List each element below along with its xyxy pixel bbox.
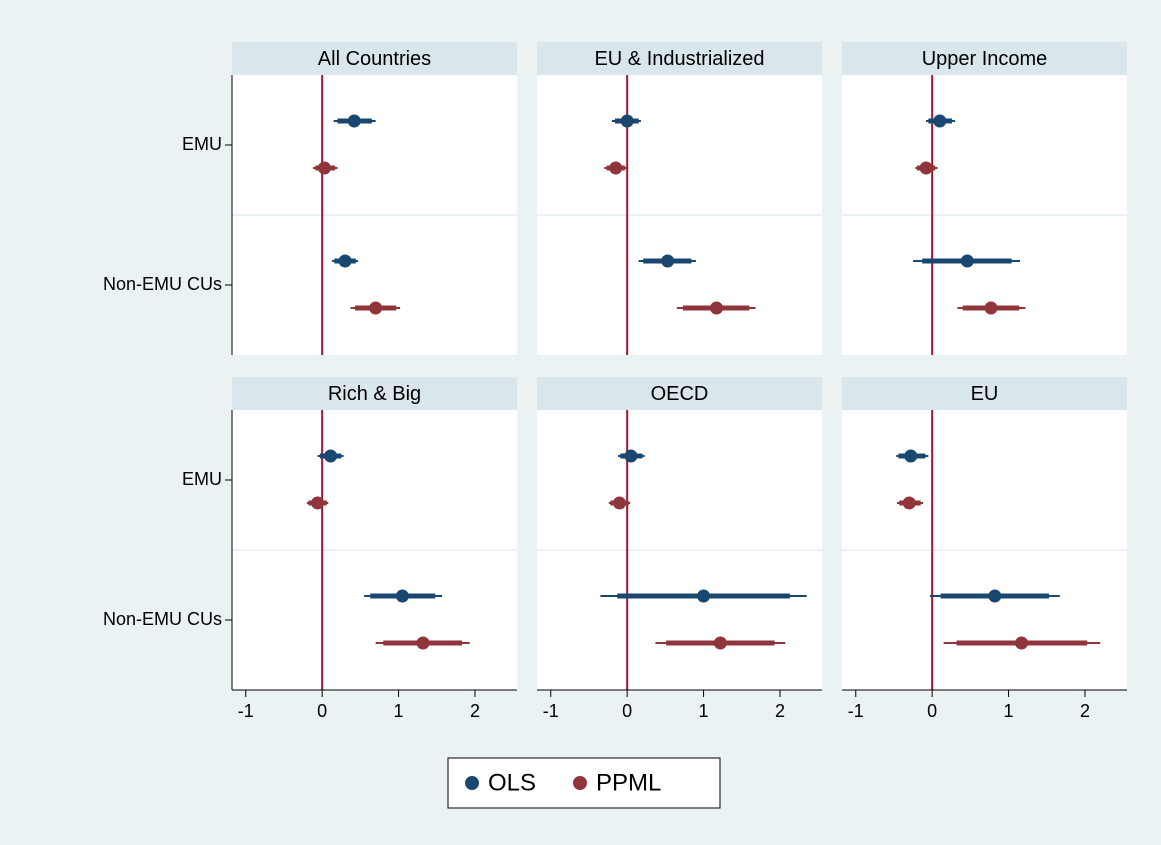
point-estimate — [324, 449, 338, 463]
point-estimate — [919, 161, 933, 175]
panel-title: Rich & Big — [328, 383, 421, 405]
x-tick-label: -1 — [543, 701, 559, 721]
panel-header — [232, 42, 517, 75]
x-tick-label: -1 — [848, 701, 864, 721]
x-tick-label: 0 — [927, 701, 937, 721]
point-estimate — [311, 496, 325, 510]
x-tick-label: 1 — [394, 701, 404, 721]
x-tick-label: 1 — [1004, 701, 1014, 721]
point-estimate — [904, 449, 918, 463]
legend-marker — [573, 776, 587, 790]
panel-header — [537, 377, 822, 410]
x-tick-label: 0 — [622, 701, 632, 721]
panel-header — [232, 377, 517, 410]
panel-title: EU & Industrialized — [594, 48, 764, 70]
legend-marker — [465, 776, 479, 790]
point-estimate — [933, 114, 947, 128]
x-tick-label: 2 — [1080, 701, 1090, 721]
point-estimate — [710, 301, 724, 315]
point-estimate — [620, 114, 634, 128]
legend-label: PPML — [596, 769, 661, 796]
point-estimate — [661, 254, 675, 268]
legend-label: OLS — [488, 769, 536, 796]
point-estimate — [902, 496, 916, 510]
x-tick-label: 0 — [317, 701, 327, 721]
x-tick-label: 2 — [470, 701, 480, 721]
panel-title: OECD — [651, 383, 709, 405]
panel-header — [537, 42, 822, 75]
y-tick-label: EMU — [182, 469, 222, 489]
point-estimate — [338, 254, 352, 268]
x-tick-label: 2 — [775, 701, 785, 721]
y-tick-label: EMU — [182, 134, 222, 154]
panel-title: Upper Income — [922, 48, 1048, 70]
point-estimate — [697, 589, 711, 603]
point-estimate — [317, 161, 331, 175]
y-tick-label: Non-EMU CUs — [103, 274, 222, 294]
point-estimate — [960, 254, 974, 268]
panel-header — [842, 377, 1127, 410]
point-estimate — [395, 589, 409, 603]
y-tick-label: Non-EMU CUs — [103, 609, 222, 629]
x-tick-label: -1 — [238, 701, 254, 721]
point-estimate — [347, 114, 361, 128]
point-estimate — [713, 636, 727, 650]
panel-title: All Countries — [318, 48, 431, 70]
point-estimate — [984, 301, 998, 315]
point-estimate — [609, 161, 623, 175]
point-estimate — [613, 496, 627, 510]
point-estimate — [369, 301, 383, 315]
panel-title: EU — [971, 383, 999, 405]
point-estimate — [624, 449, 638, 463]
x-tick-label: 1 — [699, 701, 709, 721]
point-estimate — [1015, 636, 1029, 650]
point-estimate — [416, 636, 430, 650]
panel-header — [842, 42, 1127, 75]
point-estimate — [988, 589, 1002, 603]
